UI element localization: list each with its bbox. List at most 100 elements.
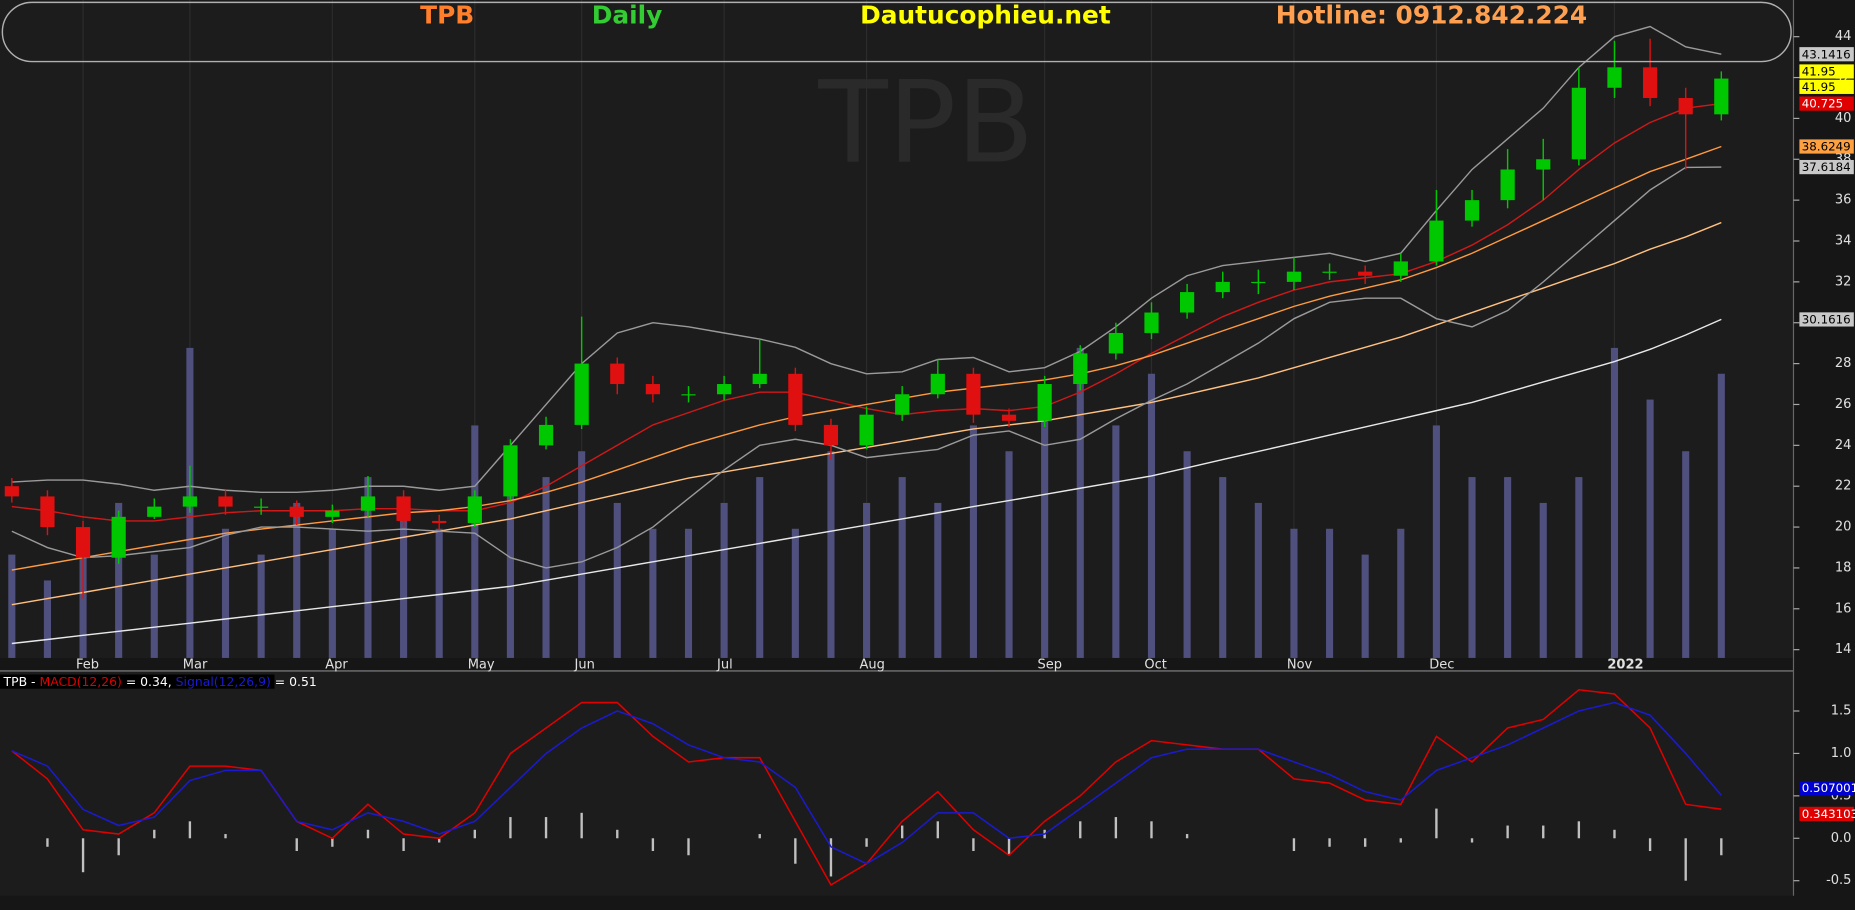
legend-entry: Signal(12,26,9) bbox=[176, 674, 271, 689]
volume-bar bbox=[1682, 451, 1690, 658]
candle-body bbox=[574, 363, 589, 425]
candle-body bbox=[1714, 78, 1729, 115]
value-tag-box bbox=[1799, 47, 1854, 62]
volume-bar bbox=[1005, 451, 1013, 658]
volume-bar bbox=[257, 554, 265, 658]
volume-bar bbox=[1219, 477, 1227, 658]
volume-bar bbox=[1361, 554, 1369, 658]
volume-bar bbox=[8, 554, 16, 658]
y-tick-label: 0.0 bbox=[1831, 831, 1852, 846]
value-tag-box bbox=[1799, 312, 1854, 327]
volume-bar bbox=[43, 580, 51, 658]
candle-body bbox=[467, 496, 482, 523]
value-tag: 0.507001 bbox=[1802, 781, 1855, 795]
x-tick-label: Nov bbox=[1287, 658, 1313, 673]
y-tick-label: 34 bbox=[1835, 234, 1852, 249]
x-tick-label: May bbox=[468, 658, 495, 673]
volume-bar bbox=[471, 425, 479, 658]
candle-body bbox=[182, 496, 198, 507]
candle-body bbox=[1393, 261, 1408, 276]
candle-body bbox=[1322, 271, 1337, 273]
volume-bar bbox=[328, 528, 336, 658]
candle-body bbox=[432, 520, 447, 523]
volume-bar bbox=[221, 528, 230, 658]
volume-bar bbox=[863, 502, 871, 658]
value-tag: 38.6249 bbox=[1802, 140, 1851, 154]
volume-bar bbox=[1610, 347, 1619, 658]
candle-body bbox=[1500, 169, 1515, 201]
volume-bar bbox=[1468, 477, 1476, 658]
candle-body bbox=[75, 527, 91, 558]
volume-bar bbox=[435, 528, 443, 658]
candle-body bbox=[645, 384, 660, 395]
x-tick-label: Sep bbox=[1038, 658, 1063, 673]
y-tick-label: 20 bbox=[1835, 520, 1852, 535]
legend-box bbox=[0, 674, 275, 689]
header-hotline: Hotline: 0912.842.224 bbox=[1276, 1, 1587, 30]
candle-body bbox=[1429, 220, 1444, 262]
candle-body bbox=[1642, 67, 1658, 98]
candle-body bbox=[147, 506, 162, 517]
volume-bar bbox=[1539, 502, 1547, 658]
candle-body bbox=[538, 424, 554, 446]
x-tick-label: Oct bbox=[1144, 658, 1166, 673]
candle-body bbox=[610, 363, 625, 385]
candle-body bbox=[1571, 87, 1586, 160]
legend-value: = 0.51 bbox=[275, 674, 317, 689]
volume-bar bbox=[1290, 528, 1298, 658]
value-tag-box bbox=[1799, 64, 1854, 79]
line bbox=[11, 145, 1722, 571]
y-tick-label: 36 bbox=[1835, 193, 1852, 208]
y-tick-label: 24 bbox=[1835, 438, 1852, 453]
candle-body bbox=[1108, 332, 1123, 354]
volume-bar bbox=[1183, 451, 1191, 658]
volume-bar bbox=[1717, 373, 1725, 658]
volume-bar bbox=[756, 477, 764, 658]
legend-entry: MACD(12,26) bbox=[39, 674, 121, 689]
value-tag: 43.1416 bbox=[1802, 47, 1851, 61]
volume-bar bbox=[1504, 477, 1512, 658]
header-interval: Daily bbox=[592, 1, 663, 30]
value-tag: 30.1616 bbox=[1802, 313, 1851, 327]
x-tick-label: Feb bbox=[76, 658, 99, 673]
volume-bar bbox=[1254, 502, 1262, 658]
y-tick-label: 18 bbox=[1835, 560, 1852, 575]
candle-body bbox=[1536, 159, 1551, 170]
x-tick-label: 2022 bbox=[1607, 658, 1643, 673]
candle-body bbox=[360, 496, 376, 511]
y-tick-label: 14 bbox=[1835, 642, 1852, 657]
volume-bar bbox=[150, 554, 158, 658]
legend-title: TPB - bbox=[3, 674, 36, 689]
volume-bar bbox=[613, 502, 621, 658]
candle-body bbox=[40, 496, 55, 528]
volume-bar bbox=[649, 528, 657, 658]
volume-bar bbox=[1326, 528, 1334, 658]
candle-body bbox=[503, 445, 518, 497]
candle-body bbox=[966, 373, 981, 415]
candle-body bbox=[788, 373, 803, 425]
volume-bar bbox=[1575, 477, 1583, 658]
value-tag: 40.725 bbox=[1802, 97, 1843, 111]
candle-body bbox=[895, 394, 910, 415]
header-site: Dautucophieu.net bbox=[860, 1, 1111, 30]
volume-bar bbox=[1397, 528, 1405, 658]
x-tick-label: Apr bbox=[325, 658, 348, 673]
volume-bar bbox=[1646, 399, 1654, 658]
y-tick-label: 1.0 bbox=[1831, 746, 1852, 761]
y-tick-label: 26 bbox=[1835, 397, 1852, 412]
candle-body bbox=[1358, 271, 1373, 276]
y-tick-label: 22 bbox=[1835, 479, 1852, 494]
volume-bar bbox=[578, 451, 586, 658]
volume-bar bbox=[969, 425, 977, 658]
x-tick-label: Dec bbox=[1429, 658, 1454, 673]
candle-body bbox=[218, 496, 233, 507]
volume-bar bbox=[1112, 425, 1120, 658]
volume-bar bbox=[1076, 347, 1084, 658]
candle-body bbox=[823, 424, 839, 446]
volume-bar bbox=[506, 451, 514, 658]
volume-bar bbox=[934, 502, 942, 658]
value-tag: 41.95 bbox=[1802, 65, 1836, 79]
volume-bar bbox=[791, 528, 799, 658]
